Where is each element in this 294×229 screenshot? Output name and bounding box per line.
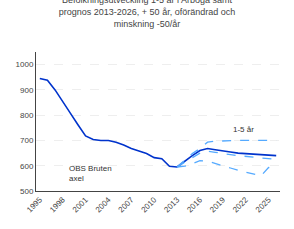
svg-text:OBS Brutenaxel: OBS Brutenaxel — [69, 164, 112, 183]
svg-text:700: 700 — [20, 136, 34, 145]
svg-text:1998: 1998 — [48, 195, 67, 214]
svg-text:900: 900 — [20, 86, 34, 95]
svg-text:2010: 2010 — [139, 195, 158, 214]
svg-text:1-5 år: 1-5 år — [233, 125, 254, 134]
svg-text:2004: 2004 — [94, 195, 113, 214]
svg-text:1995: 1995 — [25, 195, 44, 214]
svg-text:500: 500 — [20, 187, 34, 196]
svg-text:2016: 2016 — [185, 195, 204, 214]
svg-text:1000: 1000 — [16, 60, 34, 69]
svg-text:2019: 2019 — [208, 195, 227, 214]
svg-text:2022: 2022 — [231, 195, 250, 214]
svg-text:2007: 2007 — [117, 195, 136, 214]
svg-text:Befolkningsutveckling 1-5 år i: Befolkningsutveckling 1-5 år i Arboga sa… — [59, 0, 235, 29]
svg-text:800: 800 — [20, 111, 34, 120]
svg-text:2001: 2001 — [71, 195, 90, 214]
svg-text:2025: 2025 — [254, 195, 273, 214]
svg-text:600: 600 — [20, 162, 34, 171]
svg-text:2013: 2013 — [162, 195, 181, 214]
